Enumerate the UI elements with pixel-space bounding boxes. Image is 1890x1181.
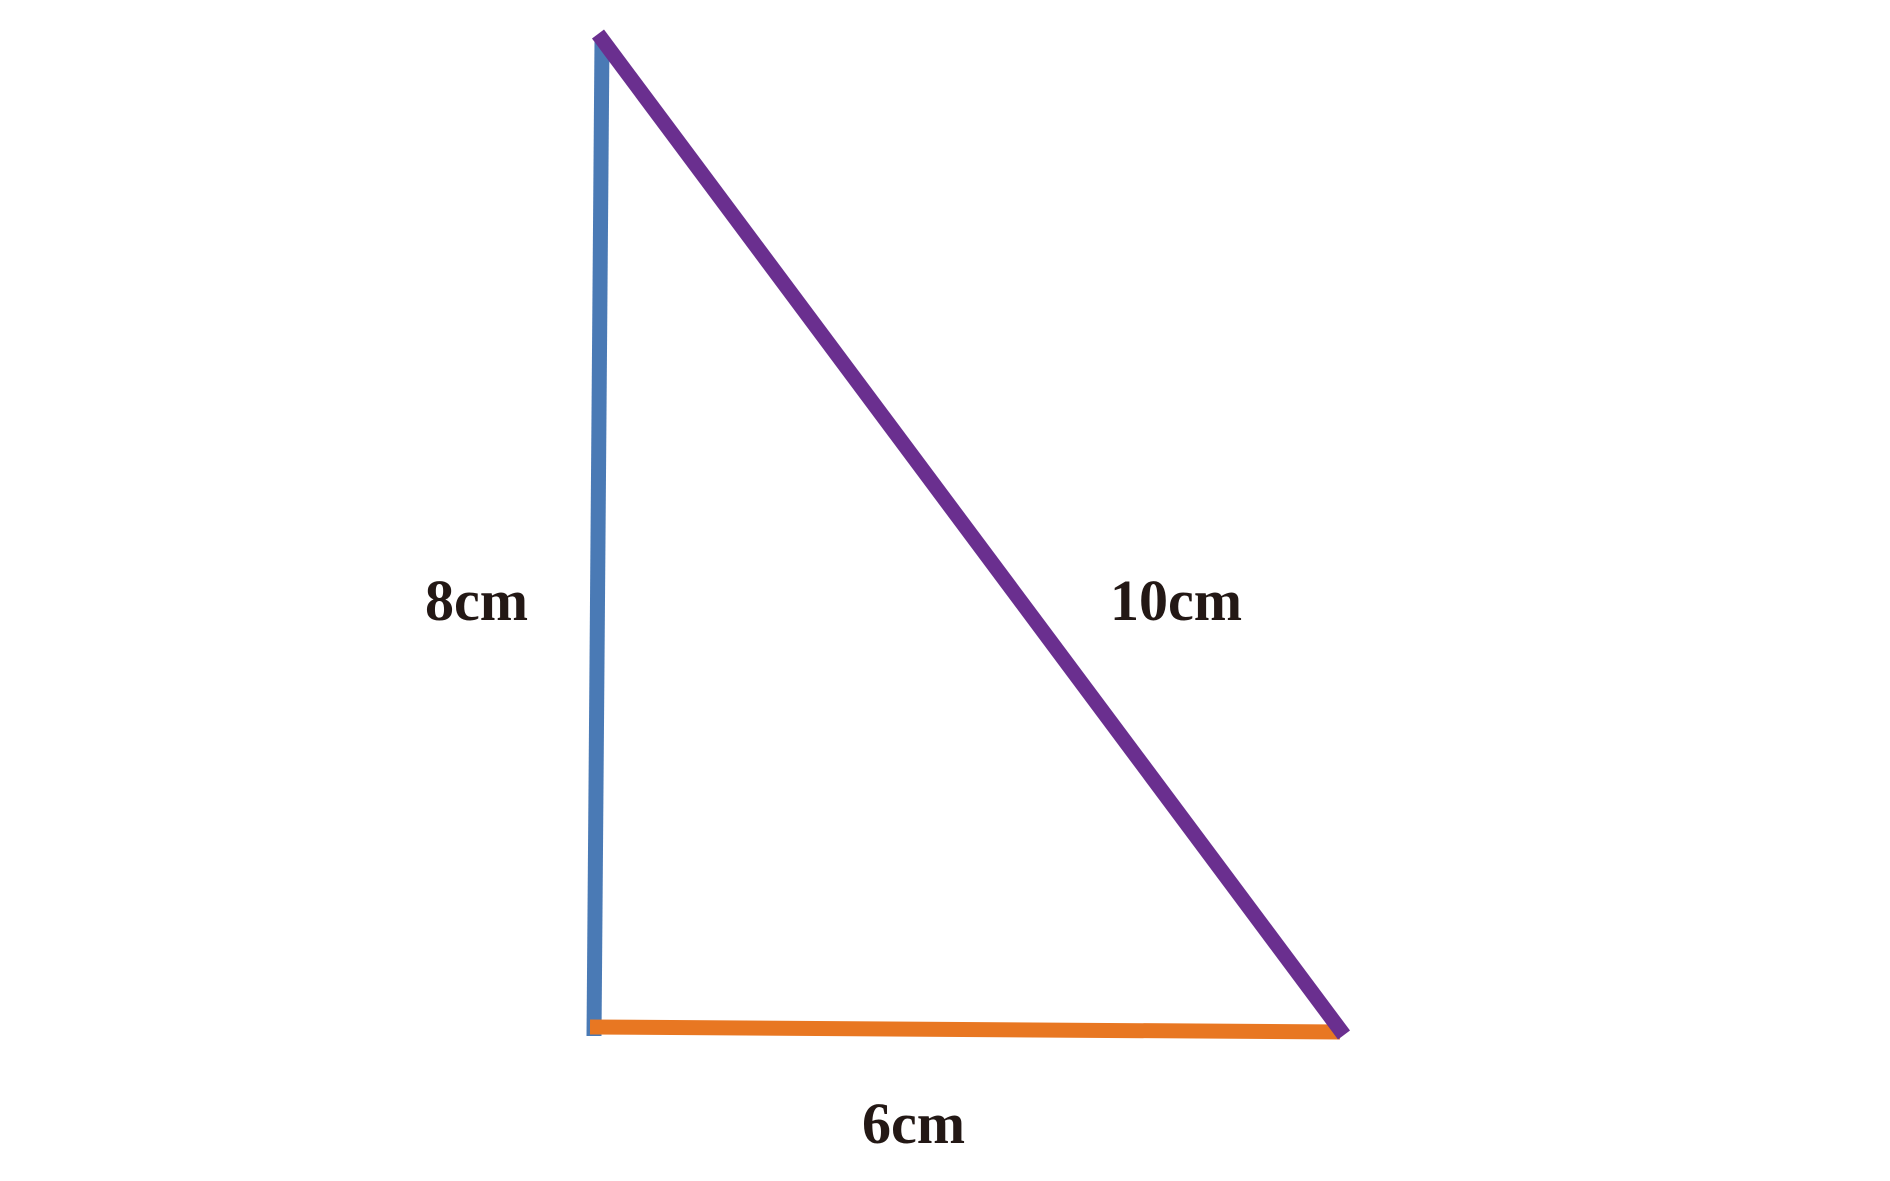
label-hypotenuse: 10cm [1110, 568, 1242, 633]
label-vertical: 8cm [425, 568, 528, 633]
label-horizontal: 6cm [862, 1091, 965, 1156]
side-hypotenuse [591, 29, 1351, 1040]
side-vertical [586, 39, 610, 1037]
side-horizontal [589, 1019, 1341, 1040]
